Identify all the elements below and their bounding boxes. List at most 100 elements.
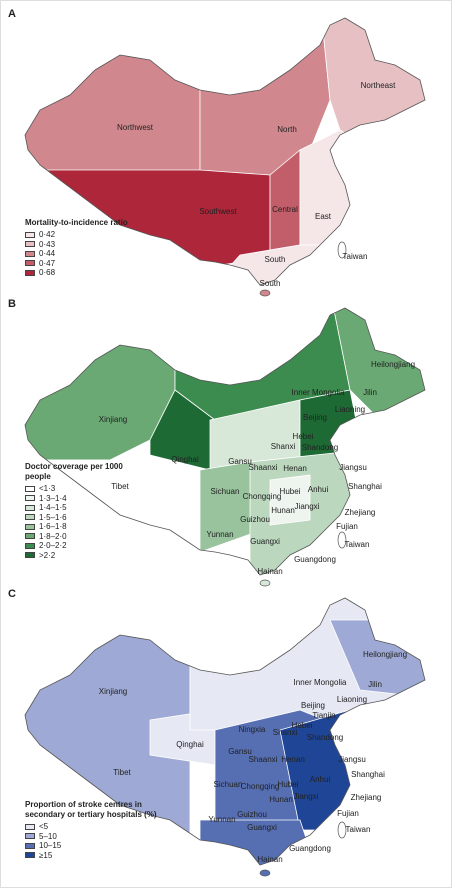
region-label: Hebei [293, 432, 314, 441]
region-label: Liaoning [337, 695, 367, 704]
region-label: Heilongjiang [363, 650, 407, 659]
region-label: Inner Mongolia [292, 388, 345, 397]
region-label: East [315, 212, 332, 221]
region-label: Jiangxi [295, 502, 320, 511]
legend-entry: >2·2 [25, 551, 135, 561]
region-area [25, 308, 176, 461]
region-label: Zhejiang [345, 508, 376, 517]
region-label: Chongqing [241, 782, 280, 791]
region-label: Heilongjiang [371, 360, 415, 369]
legend-swatch [25, 523, 35, 530]
legend-swatch [25, 842, 35, 849]
island-taiwan [337, 241, 347, 259]
legend-entry: 1·8–2·0 [25, 532, 135, 542]
region-label: Jiangsu [339, 463, 367, 472]
legend-entry: 10–15 [25, 841, 175, 851]
region-label: Sichuan [214, 780, 243, 789]
region-label: Southwest [199, 207, 237, 216]
region-label: Guizhou [240, 515, 270, 524]
legend-label: 0·43 [39, 239, 56, 249]
legend-entry: <5 [25, 822, 175, 832]
legend-swatch [25, 833, 35, 840]
region-label: Sichuan [211, 487, 240, 496]
region-label: Jilin [368, 680, 382, 689]
region-label: Hubei [280, 487, 301, 496]
legend-entry: 2·0–2·2 [25, 541, 135, 551]
legend-entry: 0·42 [25, 230, 135, 240]
legend-entry: 1·6–1·8 [25, 522, 135, 532]
region-label: Inner Mongolia [294, 678, 347, 687]
region-label: Fujian [336, 522, 358, 531]
region-label: Northeast [361, 81, 396, 90]
legend-swatch [25, 533, 35, 540]
region-label: Hunan [269, 795, 293, 804]
legend-label: <5 [39, 822, 49, 832]
region-label: Guangxi [250, 537, 280, 546]
legend-label: 2·0–2·2 [39, 541, 67, 551]
region-area [319, 18, 425, 201]
legend-label: 1·4–1·5 [39, 503, 67, 513]
region-label: Central [272, 205, 298, 214]
country-outline [24, 17, 426, 286]
legend-entry: 1·4–1·5 [25, 503, 135, 513]
legend-label: 5–10 [39, 831, 57, 841]
legend-title: Proportion of stroke centres in secondar… [25, 800, 157, 819]
region-label: Zhejiang [351, 793, 382, 802]
legend-label: 0·44 [39, 249, 56, 259]
legend-entry: 0·43 [25, 240, 135, 250]
region-label: Guizhou [237, 810, 267, 819]
region-label: Guangxi [247, 823, 277, 832]
region-label: Jiangsu [338, 755, 366, 764]
legend-label: 10–15 [39, 841, 62, 851]
legend-label: <1·3 [39, 484, 56, 494]
legend-label: 1·6–1·8 [39, 522, 67, 532]
region-label: Qinghai [176, 740, 204, 749]
region-label: Gansu [228, 457, 252, 466]
region-label: Shanxi [271, 442, 296, 451]
region-label: Ningxia [239, 725, 266, 734]
legend-swatch [25, 852, 35, 859]
legend-swatch [25, 495, 35, 502]
region-label: Hainan [257, 855, 282, 864]
region-label: Tibet [113, 768, 131, 777]
region-label: Tibet [111, 482, 129, 491]
region-label: Shanghai [351, 770, 385, 779]
region-label: Anhui [310, 775, 331, 784]
region-label: Yunnan [208, 815, 235, 824]
region-label: Henan [281, 755, 305, 764]
country-outline [24, 307, 426, 576]
island-taiwan [337, 821, 347, 839]
panel-label: A [8, 8, 16, 20]
region-label: Guangdong [294, 555, 336, 564]
region-label: Shandong [307, 733, 343, 742]
legend-swatch [25, 823, 35, 830]
legend-label: 0·42 [39, 230, 56, 240]
region-label: Liaoning [335, 405, 365, 414]
island-hainan [259, 579, 271, 587]
legend-swatch [25, 250, 35, 257]
region-label: Taiwan [346, 825, 371, 834]
panel-label: C [8, 588, 16, 600]
region-label: Jilin [363, 388, 377, 397]
region-label: Hubei [278, 780, 299, 789]
region-area [269, 474, 311, 526]
region-label: Taiwan [345, 540, 370, 549]
region-label: South [260, 279, 281, 288]
region-label: Hainan [257, 567, 282, 576]
region-label: Beijing [303, 413, 327, 422]
region-label: South [265, 255, 286, 264]
region-label: Shaanxi [249, 755, 278, 764]
region-label: Shandong [302, 443, 338, 452]
legend-entry: 1·3–1·4 [25, 494, 135, 504]
legend-entry: <1·3 [25, 484, 135, 494]
region-label: Gansu [228, 747, 252, 756]
legend-swatch [25, 485, 35, 492]
legend-label: 0·47 [39, 258, 56, 268]
legend-entry: 0·47 [25, 259, 135, 269]
panel-label: B [8, 298, 16, 310]
legend-swatch [25, 504, 35, 511]
region-label: Henan [283, 464, 307, 473]
legend-swatch [25, 514, 35, 521]
